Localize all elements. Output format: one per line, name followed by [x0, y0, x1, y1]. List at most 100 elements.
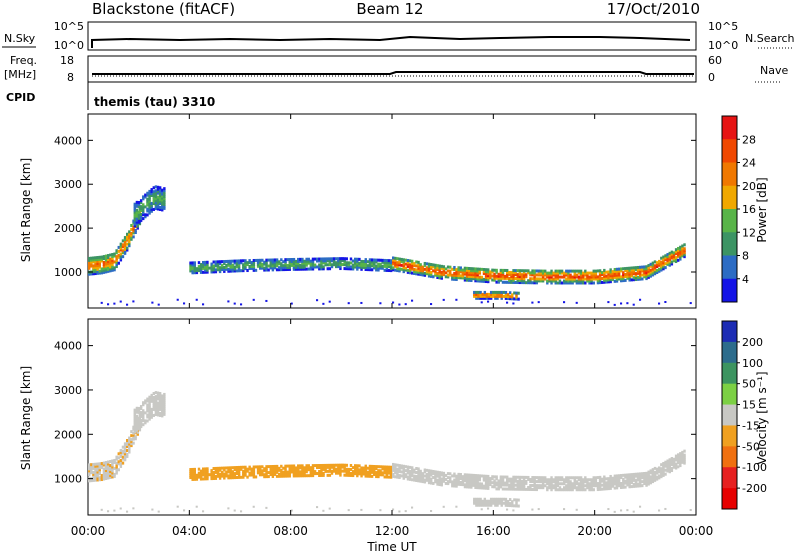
- velocity-cell: [666, 469, 669, 473]
- power-cell: [132, 219, 135, 223]
- power-cell: [506, 297, 510, 301]
- velocity-cell: [520, 483, 524, 487]
- power-cell: [292, 257, 296, 261]
- velocity-cell: [107, 472, 110, 476]
- velocity-cell: [256, 465, 260, 469]
- power-cell: [223, 265, 226, 269]
- power-cell: [148, 193, 151, 197]
- power-cell: [546, 273, 549, 277]
- power-cell: [666, 257, 669, 261]
- power-cell: [259, 264, 262, 268]
- power-cell: [617, 275, 621, 279]
- velocity-cell: [444, 473, 448, 477]
- power-cell: [398, 303, 401, 306]
- power-cell: [320, 263, 323, 267]
- power-cell: [292, 263, 296, 267]
- power-cell: [202, 264, 205, 268]
- power-cell: [558, 281, 562, 285]
- velocity-ytick-label: 1000: [54, 473, 82, 486]
- velocity-cell: [516, 487, 519, 491]
- velocity-cell: [269, 467, 272, 471]
- power-cell: [472, 269, 475, 273]
- power-cell: [487, 294, 491, 298]
- velocity-cell: [297, 466, 300, 470]
- power-cell: [651, 261, 655, 265]
- power-cell: [229, 265, 232, 269]
- velocity-cell: [535, 488, 538, 492]
- velocity-cell: [156, 403, 160, 407]
- power-colorbar-tick-label: 4: [742, 273, 749, 286]
- velocity-cell: [598, 481, 602, 485]
- power-cell: [592, 275, 595, 279]
- power-cell: [598, 277, 602, 281]
- velocity-cell: [651, 476, 655, 480]
- velocity-cell: [611, 478, 614, 482]
- velocity-cell: [440, 477, 443, 481]
- power-cell: [256, 258, 260, 262]
- power-cell: [133, 218, 137, 222]
- velocity-cell: [237, 473, 241, 477]
- power-cell: [104, 260, 108, 264]
- power-cell: [404, 258, 408, 262]
- power-cell: [311, 259, 315, 263]
- velocity-cell: [558, 476, 562, 480]
- velocity-cell: [202, 473, 205, 477]
- velocity-cell: [605, 487, 608, 491]
- velocity-cell: [250, 473, 253, 477]
- power-cell: [522, 279, 526, 283]
- power-cell: [366, 264, 370, 268]
- power-cell: [493, 268, 496, 272]
- velocity-cell: [515, 498, 518, 502]
- power-cell: [501, 268, 505, 272]
- power-cell: [567, 275, 570, 279]
- velocity-cell: [117, 456, 120, 460]
- power-cell: [100, 301, 103, 304]
- power-cell: [396, 263, 399, 267]
- velocity-cell: [479, 501, 482, 505]
- power-cell: [476, 277, 479, 281]
- power-cell: [457, 268, 460, 272]
- velocity-cell: [318, 466, 321, 470]
- velocity-cell: [613, 478, 617, 482]
- velocity-cell: [478, 484, 481, 488]
- velocity-cell: [135, 418, 139, 422]
- velocity-cell: [402, 472, 405, 476]
- power-cell: [398, 257, 401, 261]
- power-cell: [148, 203, 151, 207]
- power-cell: [539, 269, 543, 273]
- power-cell: [227, 263, 230, 267]
- velocity-cell: [197, 471, 201, 475]
- velocity-cell: [259, 473, 262, 477]
- velocity-cell: [146, 419, 149, 423]
- power-cell: [150, 192, 153, 196]
- velocity-cell: [442, 471, 446, 475]
- velocity-cell: [500, 499, 503, 503]
- velocity-cell: [307, 466, 310, 470]
- power-cell: [455, 298, 458, 301]
- power-cell: [628, 266, 631, 270]
- power-cell: [484, 272, 488, 276]
- power-cell: [345, 261, 348, 265]
- power-cell: [468, 276, 471, 280]
- velocity-cell: [544, 478, 547, 482]
- power-cell: [520, 277, 524, 281]
- power-cell: [280, 264, 283, 268]
- velocity-cell: [406, 475, 410, 479]
- power-cell: [199, 270, 203, 274]
- velocity-cell: [269, 473, 272, 477]
- velocity-cell: [88, 479, 91, 483]
- velocity-cell: [330, 465, 334, 469]
- power-cell: [92, 256, 95, 260]
- velocity-cell: [411, 472, 414, 476]
- power-cell: [482, 277, 486, 281]
- velocity-cell: [237, 465, 241, 469]
- velocity-cell: [128, 440, 131, 444]
- velocity-cell: [683, 449, 686, 453]
- power-cell: [368, 266, 372, 270]
- velocity-cell: [252, 467, 256, 471]
- velocity-cell: [104, 476, 108, 480]
- power-cell: [689, 302, 692, 305]
- power-cell: [206, 260, 209, 264]
- velocity-cell: [202, 510, 205, 513]
- power-cell: [607, 276, 610, 280]
